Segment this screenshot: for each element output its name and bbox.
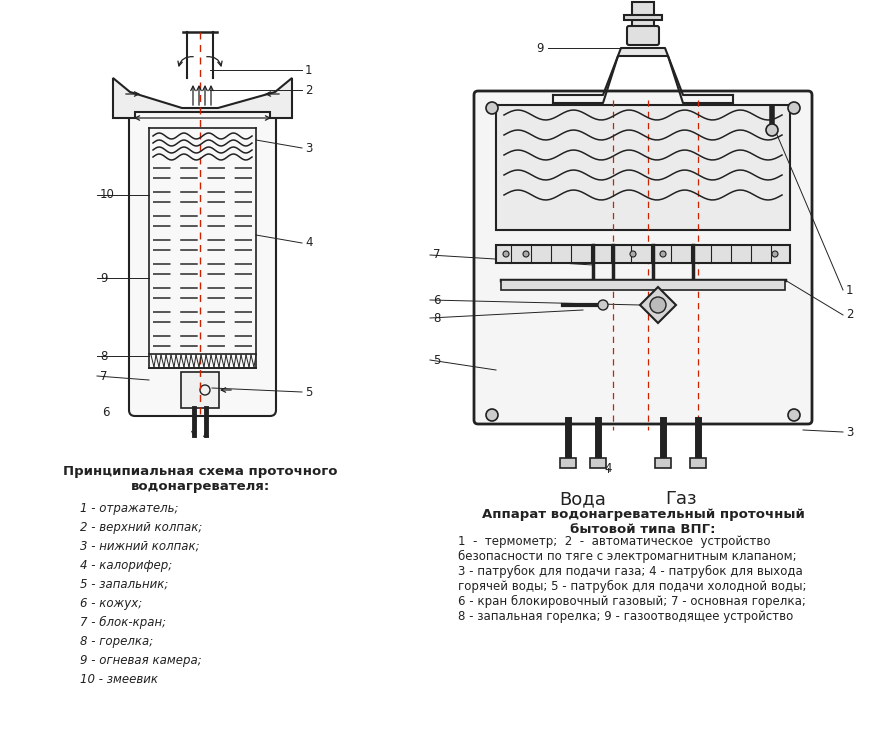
Text: 8: 8 bbox=[433, 311, 440, 324]
Text: 8 - горелка;: 8 - горелка; bbox=[80, 635, 154, 648]
Text: 1: 1 bbox=[846, 284, 853, 297]
Text: 2: 2 bbox=[846, 309, 853, 321]
Text: 3: 3 bbox=[846, 426, 853, 438]
Polygon shape bbox=[113, 78, 292, 118]
Circle shape bbox=[598, 300, 608, 310]
Text: 6 - кожух;: 6 - кожух; bbox=[80, 597, 142, 610]
Bar bbox=[624, 15, 662, 20]
Circle shape bbox=[630, 251, 636, 257]
Text: 5: 5 bbox=[433, 353, 440, 367]
Text: Газ: Газ bbox=[665, 490, 697, 508]
Text: 3: 3 bbox=[305, 141, 313, 155]
Bar bbox=[496, 245, 790, 263]
FancyBboxPatch shape bbox=[627, 26, 659, 45]
Bar bbox=[690, 458, 706, 468]
Polygon shape bbox=[553, 48, 733, 103]
Text: 1: 1 bbox=[305, 63, 313, 76]
Text: 1  -  термометр;  2  -  автоматическое  устройство
безопасности по тяге с электр: 1 - термометр; 2 - автоматическое устрой… bbox=[458, 535, 806, 624]
Text: 10: 10 bbox=[100, 188, 115, 202]
Text: Принципиальная схема проточного
водонагревателя:: Принципиальная схема проточного водонагр… bbox=[63, 465, 337, 493]
Text: 2: 2 bbox=[305, 84, 313, 96]
Bar bbox=[655, 458, 671, 468]
Circle shape bbox=[766, 124, 778, 136]
Text: 2 - верхний колпак;: 2 - верхний колпак; bbox=[80, 521, 202, 534]
Circle shape bbox=[523, 251, 529, 257]
Text: 7: 7 bbox=[100, 370, 107, 382]
Text: 9 - огневая камера;: 9 - огневая камера; bbox=[80, 654, 202, 667]
Circle shape bbox=[200, 385, 210, 395]
Text: 9: 9 bbox=[100, 271, 107, 285]
Text: 7: 7 bbox=[433, 249, 440, 261]
Text: 4: 4 bbox=[305, 237, 313, 249]
Text: Вода: Вода bbox=[559, 490, 607, 508]
Circle shape bbox=[788, 102, 800, 114]
Text: 1 - отражатель;: 1 - отражатель; bbox=[80, 502, 178, 515]
Circle shape bbox=[660, 251, 666, 257]
Circle shape bbox=[650, 297, 666, 313]
Bar bbox=[632, 2, 654, 35]
Text: 7 - блок-кран;: 7 - блок-кран; bbox=[80, 616, 166, 629]
Circle shape bbox=[772, 251, 778, 257]
Bar bbox=[496, 105, 790, 230]
Text: 3 - нижний колпак;: 3 - нижний колпак; bbox=[80, 540, 200, 553]
Bar bbox=[560, 458, 576, 468]
Text: Аппарат водонагревательный проточный
бытовой типа ВПГ:: Аппарат водонагревательный проточный быт… bbox=[481, 508, 805, 536]
FancyBboxPatch shape bbox=[129, 109, 276, 416]
Text: 4 - калорифер;: 4 - калорифер; bbox=[80, 559, 172, 572]
Circle shape bbox=[788, 409, 800, 421]
Circle shape bbox=[486, 102, 498, 114]
Text: 5 - запальник;: 5 - запальник; bbox=[80, 578, 169, 591]
Bar bbox=[501, 280, 785, 290]
Text: 8: 8 bbox=[100, 350, 107, 362]
Text: 4: 4 bbox=[604, 462, 612, 475]
Circle shape bbox=[503, 251, 509, 257]
Bar bbox=[181, 372, 219, 408]
Text: 6: 6 bbox=[102, 406, 109, 418]
Text: 10 - змеевик: 10 - змеевик bbox=[80, 673, 158, 686]
Text: 6: 6 bbox=[433, 294, 440, 306]
Circle shape bbox=[486, 409, 498, 421]
Polygon shape bbox=[640, 287, 676, 323]
Bar bbox=[590, 458, 606, 468]
FancyBboxPatch shape bbox=[474, 91, 812, 424]
Text: 9: 9 bbox=[536, 42, 544, 55]
Text: 5: 5 bbox=[305, 385, 313, 398]
